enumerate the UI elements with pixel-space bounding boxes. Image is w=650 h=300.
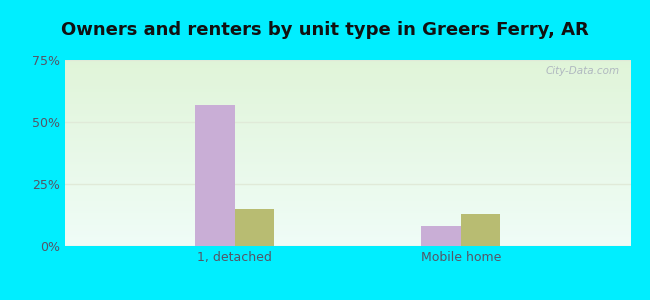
Text: Owners and renters by unit type in Greers Ferry, AR: Owners and renters by unit type in Greer…	[61, 21, 589, 39]
Text: City-Data.com: City-Data.com	[545, 66, 619, 76]
Bar	[461, 214, 500, 246]
Bar	[235, 209, 274, 246]
Bar	[195, 105, 235, 246]
Bar	[421, 226, 461, 246]
